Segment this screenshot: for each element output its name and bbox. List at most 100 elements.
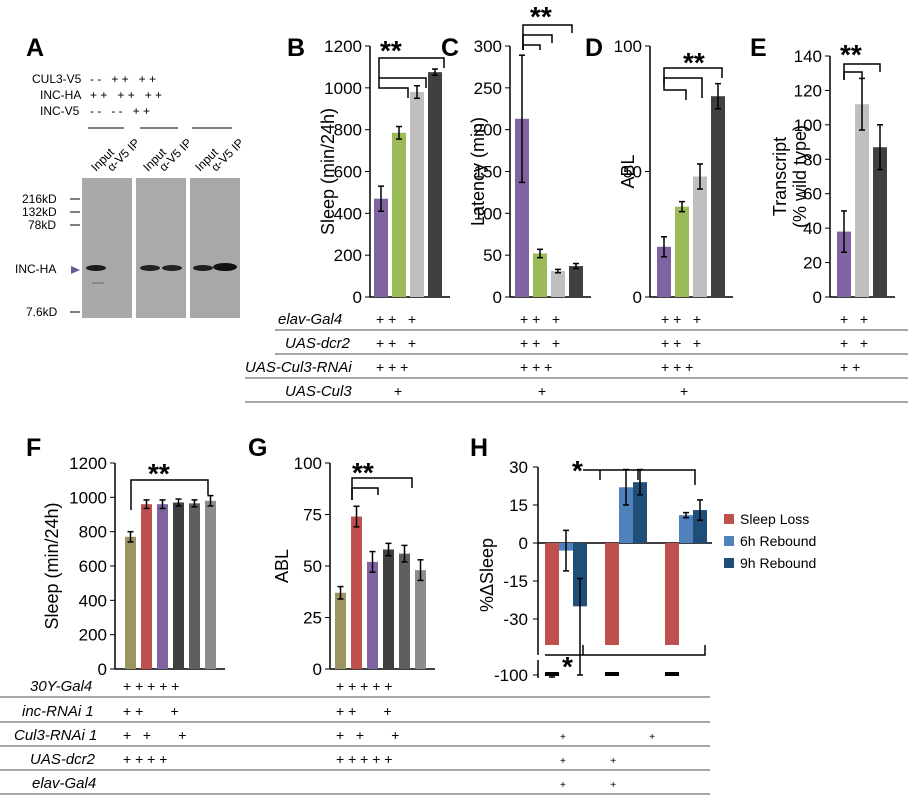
row-marks-cul3-v5: - - + + + + (90, 72, 156, 86)
plus-f-r3: + + + (123, 727, 186, 743)
bar (837, 231, 851, 297)
bracket-c-3 (522, 44, 541, 50)
stars-f: ** (148, 458, 170, 489)
plus-f-r1: + + + + + (123, 678, 179, 694)
blot-strip-1 (82, 178, 132, 318)
legend-label-sleep-loss: Sleep Loss (740, 511, 809, 527)
panel-f-label: F (26, 434, 41, 462)
plus-h-r4: + + (560, 756, 616, 767)
y-tick-label: 140 (794, 47, 822, 66)
bar (693, 176, 707, 297)
brackets-c: ** (522, 1, 573, 50)
chart-d: 0 50 100 ABL (614, 37, 733, 307)
y-tick-label: 0 (98, 660, 107, 679)
chart-f: 0 200 400 600 800 1000 1200 Sleep (min/24h) (42, 454, 225, 679)
bar-0 (605, 543, 619, 645)
plus-d-r4: + (680, 383, 688, 399)
geno-row-cul3-rnai-1: Cul3-RNAi 1 (14, 727, 97, 744)
bar (205, 500, 216, 669)
plus-g-r1: + + + + + (336, 678, 392, 694)
y-tick-label: 1000 (69, 488, 107, 507)
marker-216kd: 216kD (22, 192, 57, 206)
y-tick-label: 800 (334, 121, 362, 140)
bar (374, 198, 388, 297)
y-tick-label: 50 (623, 163, 642, 182)
marker-78kd: 78kD (28, 218, 56, 232)
bar-stub (545, 672, 559, 676)
chart-c: 0 50 100 150 200 250 300 Latency (min) (468, 37, 591, 307)
y-tick-label: 0 (519, 534, 528, 553)
bracket-d-3 (663, 85, 687, 100)
plus-g-r2: + + + (336, 703, 392, 719)
y-tick-label: 25 (303, 609, 322, 628)
panel-d-label: D (585, 34, 603, 62)
genotype-table-bottom: 30Y-Gal4 inc-RNAi 1 Cul3-RNAi 1 UAS-dcr2… (0, 678, 710, 795)
bar (189, 503, 200, 669)
legend-swatch-9h (724, 558, 734, 568)
y-tick-label: 200 (79, 626, 107, 645)
plus-g-r4: + + + + + (336, 751, 392, 767)
plus-b-r4: + (394, 383, 402, 399)
plus-h-r5: + + (560, 780, 616, 791)
plus-c-r3: + + + (520, 359, 552, 375)
brackets-f: ** (130, 458, 209, 510)
bar-0 (665, 543, 679, 645)
y-tick-label: -15 (503, 572, 528, 591)
panel-e-label: E (750, 34, 767, 62)
y-tick-label: 15 (509, 496, 528, 515)
y-tick-label: 40 (803, 219, 822, 238)
bar (383, 549, 394, 669)
bar (415, 570, 426, 669)
chart-h: 30 15 0 -15 -30 -100 %ΔSleep (477, 458, 712, 685)
bracket-c-2 (522, 34, 553, 50)
blot-strip-2 (136, 178, 186, 318)
y-tick-label: 120 (794, 81, 822, 100)
plus-b-r1: + + + (376, 311, 416, 327)
marker-7-6kd: 7.6kD (26, 305, 58, 319)
panel-h-label: H (470, 434, 488, 462)
y-axis-label: Transcript (770, 137, 790, 216)
y-axis-label: %ΔSleep (477, 538, 497, 612)
band-label: INC-HA (15, 262, 56, 276)
plus-b-r3: + + + (376, 359, 408, 375)
y-tick-label: 0 (633, 288, 642, 307)
bar-2 (633, 482, 647, 543)
y-tick-label: 150 (474, 163, 502, 182)
y-tick-label: 30 (509, 458, 528, 477)
plus-e-r1: + + (840, 311, 868, 327)
geno-row-dcr2: UAS-dcr2 (285, 335, 351, 352)
y-tick-label: 400 (334, 204, 362, 223)
y-tick-label: 100 (794, 116, 822, 135)
y-tick-label: 1200 (324, 37, 362, 56)
row-label-inc-v5: INC-V5 (40, 104, 80, 118)
bar-1 (679, 515, 693, 543)
bar (873, 147, 887, 297)
y-tick-label: 60 (803, 185, 822, 204)
legend-label-6h: 6h Rebound (740, 533, 816, 549)
y-tick-label: 20 (803, 254, 822, 273)
y-tick-label: -30 (503, 610, 528, 629)
bar-stub (605, 672, 619, 676)
bar (657, 246, 671, 297)
stars-c: ** (530, 1, 552, 32)
bar-1 (619, 487, 633, 543)
y-tick-label: -100 (494, 666, 528, 685)
bar (157, 504, 168, 669)
bar (569, 266, 583, 297)
plus-f-r2: + + + (123, 703, 179, 719)
y-tick-label: 300 (474, 37, 502, 56)
chart-b: 0 200 400 600 800 1000 1200 Sleep (min/24h) (318, 37, 450, 307)
bracket-b-1 (378, 57, 445, 78)
plus-d-r2: + + + (661, 335, 701, 351)
band-6 (213, 263, 237, 271)
brackets-e: ** (840, 39, 881, 80)
band-4 (162, 265, 182, 271)
marker-132kd: 132kD (22, 205, 57, 219)
y-tick-label: 250 (474, 79, 502, 98)
y-tick-label: 80 (803, 150, 822, 169)
y-tick-label: 0 (353, 288, 362, 307)
stars-b: ** (380, 35, 402, 66)
y-axis-label: ABL (618, 154, 638, 188)
stars-h-bottom: * (562, 651, 573, 682)
bar (515, 118, 529, 297)
